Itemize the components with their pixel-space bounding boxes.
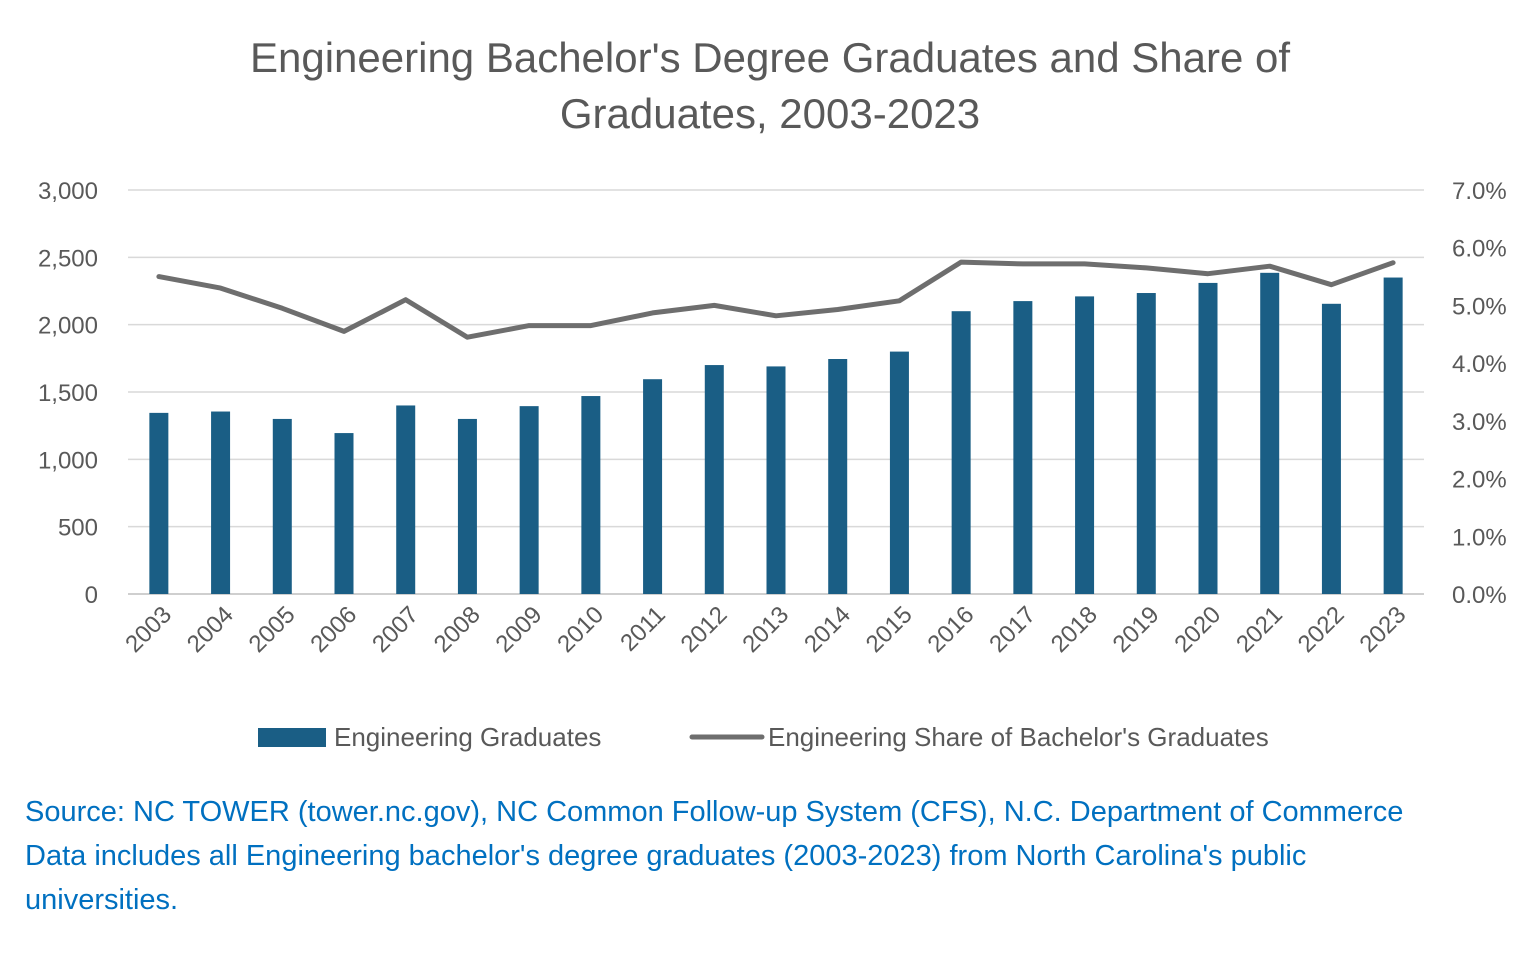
bar xyxy=(1136,293,1156,594)
left-axis-ticks: 0 500 1,000 1,500 2,000 2,500 3,000 xyxy=(38,178,98,609)
chart-title-line-1: Engineering Bachelor's Degree Graduates … xyxy=(249,34,1290,81)
x-tick-label: 2018 xyxy=(1046,601,1103,658)
left-tick-label: 0 xyxy=(85,582,98,609)
bar xyxy=(1321,303,1341,594)
x-tick-label: 2007 xyxy=(367,601,424,658)
x-tick-label: 2008 xyxy=(429,601,486,658)
x-axis-ticks: 2003 2004 2005 2006 2007 2008 2009 2010 2011 2012… xyxy=(120,601,1411,658)
data-note-line-continued: universities. xyxy=(25,884,179,916)
right-tick-label: 4.0% xyxy=(1452,351,1507,378)
left-tick-label: 1,500 xyxy=(38,380,98,407)
bar xyxy=(889,351,909,594)
bar xyxy=(766,366,786,594)
x-tick-label: 2017 xyxy=(984,601,1041,658)
x-tick-label: 2019 xyxy=(1108,601,1165,658)
bar xyxy=(457,418,477,594)
bar xyxy=(396,405,416,594)
bar xyxy=(149,412,169,594)
legend: Engineering Graduates Engineering Share … xyxy=(258,722,1269,752)
left-tick-label: 1,000 xyxy=(38,447,98,474)
right-tick-label: 2.0% xyxy=(1452,467,1507,494)
data-note-line: Data includes all Engineering bachelor's… xyxy=(25,840,1307,872)
x-tick-label: 2021 xyxy=(1231,601,1288,658)
x-tick-label: 2016 xyxy=(923,601,980,658)
bar xyxy=(1013,301,1033,594)
x-tick-label: 2003 xyxy=(120,601,177,658)
bar xyxy=(828,359,848,594)
x-tick-label: 2012 xyxy=(676,601,733,658)
right-tick-label: 1.0% xyxy=(1452,524,1507,551)
x-tick-label: 2015 xyxy=(861,601,918,658)
right-tick-label: 6.0% xyxy=(1452,236,1507,263)
right-tick-label: 3.0% xyxy=(1452,409,1507,436)
bar xyxy=(519,406,539,594)
bar xyxy=(1383,277,1403,594)
legend-line-label: Engineering Share of Bachelor's Graduate… xyxy=(768,722,1269,752)
right-axis-ticks: 0.0% 1.0% 2.0% 3.0% 4.0% 5.0% 6.0% 7.0% xyxy=(1452,178,1507,609)
bar xyxy=(643,379,663,594)
x-tick-label: 2013 xyxy=(737,601,794,658)
x-tick-label: 2011 xyxy=(615,601,671,657)
bar-series xyxy=(149,272,1403,594)
x-tick-label: 2010 xyxy=(552,601,609,658)
x-tick-label: 2023 xyxy=(1355,601,1412,658)
bar xyxy=(581,396,601,594)
chart-title: Engineering Bachelor's Degree Graduates … xyxy=(0,30,1540,142)
x-tick-label: 2014 xyxy=(799,601,856,658)
left-tick-label: 2,500 xyxy=(38,245,98,272)
x-tick-label: 2009 xyxy=(491,601,548,658)
source-notes: Source: NC TOWER (tower.nc.gov), NC Comm… xyxy=(25,790,1515,922)
x-tick-label: 2004 xyxy=(182,601,239,658)
line-series xyxy=(156,259,1396,340)
bar xyxy=(951,311,971,594)
right-tick-label: 5.0% xyxy=(1452,293,1507,320)
bar xyxy=(334,433,354,594)
legend-bar-label: Engineering Graduates xyxy=(334,722,601,752)
left-tick-label: 2,000 xyxy=(38,313,98,340)
bar xyxy=(1260,272,1280,594)
x-tick-label: 2022 xyxy=(1293,601,1350,658)
x-tick-label: 2005 xyxy=(244,601,301,658)
x-tick-label: 2006 xyxy=(305,601,362,658)
left-tick-label: 3,000 xyxy=(38,178,98,205)
bar xyxy=(272,418,292,594)
bar xyxy=(704,365,724,594)
bar xyxy=(1075,296,1095,594)
left-tick-label: 500 xyxy=(58,515,98,542)
x-tick-label: 2020 xyxy=(1169,601,1226,658)
legend-bar-swatch xyxy=(258,728,326,747)
right-tick-label: 0.0% xyxy=(1452,582,1507,609)
bar xyxy=(211,411,231,594)
chart-title-line-2: Graduates, 2003-2023 xyxy=(559,90,981,137)
source-line: Source: NC TOWER (tower.nc.gov), NC Comm… xyxy=(25,796,1404,828)
bar xyxy=(1198,282,1218,594)
right-tick-label: 7.0% xyxy=(1452,178,1507,205)
